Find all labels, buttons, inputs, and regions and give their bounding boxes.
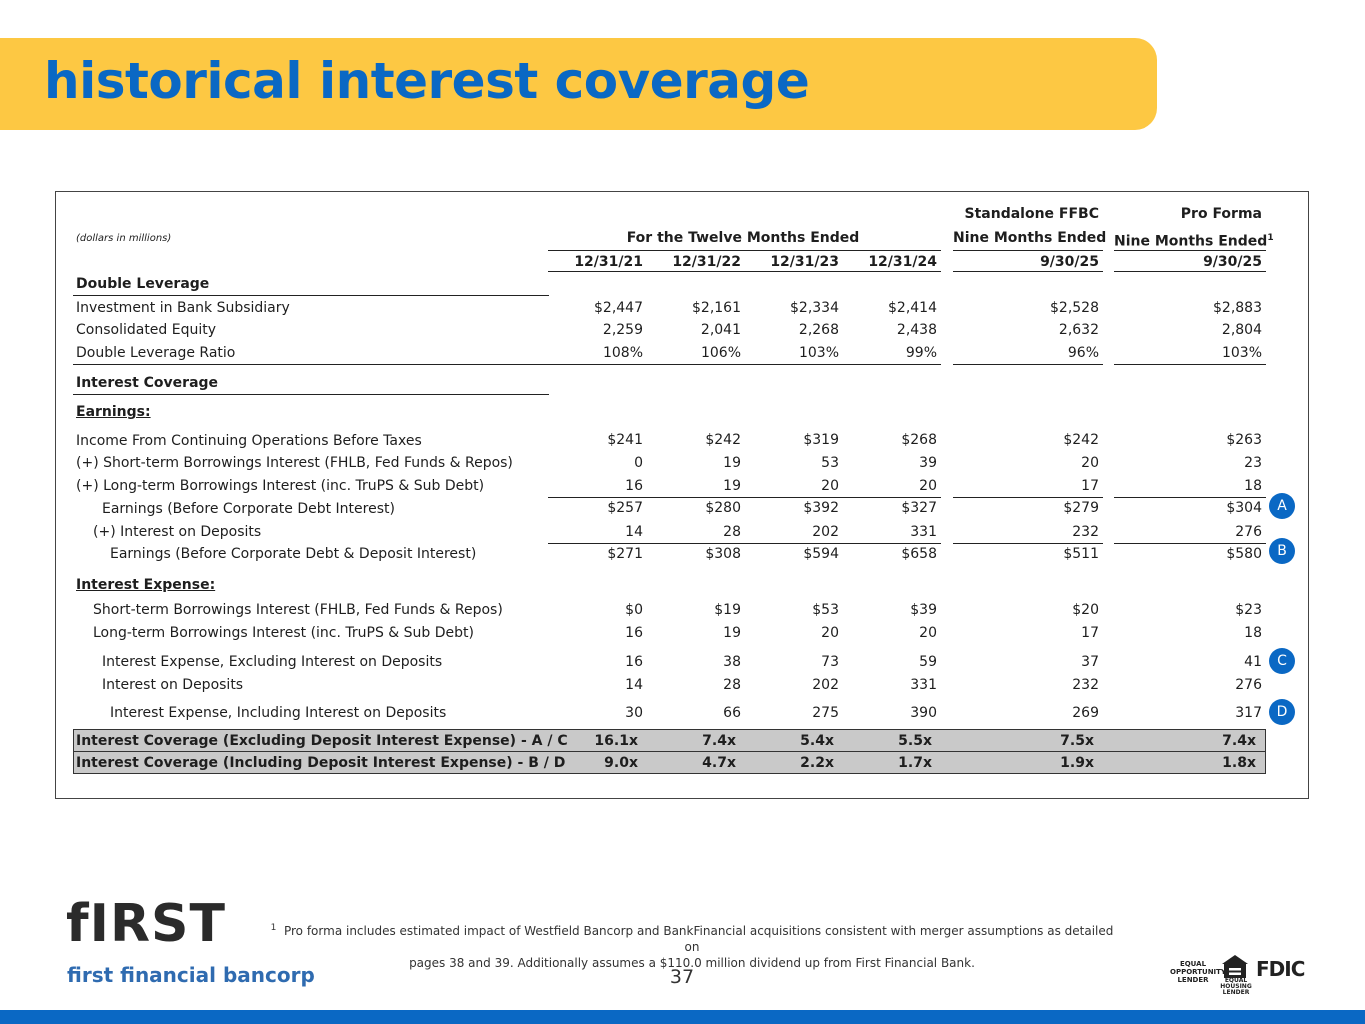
equal-opportunity-lender-badge: EQUAL OPPORTUNITY LENDER xyxy=(1170,960,1227,984)
rule xyxy=(953,250,1103,251)
brand-logo-wordmark: fIRST xyxy=(66,894,226,954)
rule xyxy=(548,497,941,498)
marker-b: B xyxy=(1269,538,1295,564)
rule xyxy=(548,271,941,272)
rule xyxy=(73,295,549,296)
rule xyxy=(953,364,1103,365)
rule xyxy=(1114,497,1266,498)
period-header: 12/31/21 xyxy=(574,254,643,270)
rule xyxy=(548,543,941,544)
rule xyxy=(1114,250,1266,251)
fdic-logo: FDIC xyxy=(1256,957,1305,981)
header-standalone-line1: Standalone FFBC xyxy=(964,206,1099,222)
marker-c: C xyxy=(1269,648,1295,674)
rule xyxy=(1114,271,1266,272)
table-frame xyxy=(55,191,1309,799)
rule xyxy=(953,497,1103,498)
rule xyxy=(73,364,941,365)
marker-d: D xyxy=(1269,699,1295,725)
rule xyxy=(74,751,1265,752)
period-header: 9/30/25 xyxy=(1040,254,1099,270)
equal-housing-label: EQUAL HOUSING LENDER xyxy=(1220,977,1252,996)
rule xyxy=(1114,364,1266,365)
bottom-bar xyxy=(0,1010,1365,1024)
brand-logo-subtitle: first financial bancorp xyxy=(67,963,315,987)
section-earnings: Earnings: xyxy=(76,404,151,420)
header-standalone-line2: Nine Months Ended xyxy=(953,230,1107,246)
rule xyxy=(73,394,549,395)
period-header: 12/31/23 xyxy=(770,254,839,270)
footnote: 1 Pro forma includes estimated impact of… xyxy=(270,923,1114,970)
title-banner xyxy=(0,38,1157,130)
rule xyxy=(953,271,1103,272)
page-number: 37 xyxy=(669,966,695,988)
section-interest-coverage: Interest Coverage xyxy=(76,375,219,391)
section-double-leverage: Double Leverage xyxy=(76,276,210,292)
period-header: 12/31/22 xyxy=(672,254,741,270)
rule xyxy=(548,250,941,251)
header-twelve-months: For the Twelve Months Ended xyxy=(626,230,860,246)
header-proforma-line2: Nine Months Ended1 xyxy=(1114,233,1274,250)
units-note: (dollars in millions) xyxy=(76,233,172,244)
section-interest-expense: Interest Expense: xyxy=(76,577,216,593)
header-proforma-line1: Pro Forma xyxy=(1180,206,1262,222)
period-header: 12/31/24 xyxy=(868,254,937,270)
period-header: 9/30/25 xyxy=(1203,254,1262,270)
rule xyxy=(1114,543,1266,544)
marker-a: A xyxy=(1269,493,1295,519)
equal-housing-icon: EQUAL HOUSING LENDER xyxy=(1220,953,1252,996)
rule xyxy=(953,543,1103,544)
page-title: historical interest coverage xyxy=(44,52,810,110)
